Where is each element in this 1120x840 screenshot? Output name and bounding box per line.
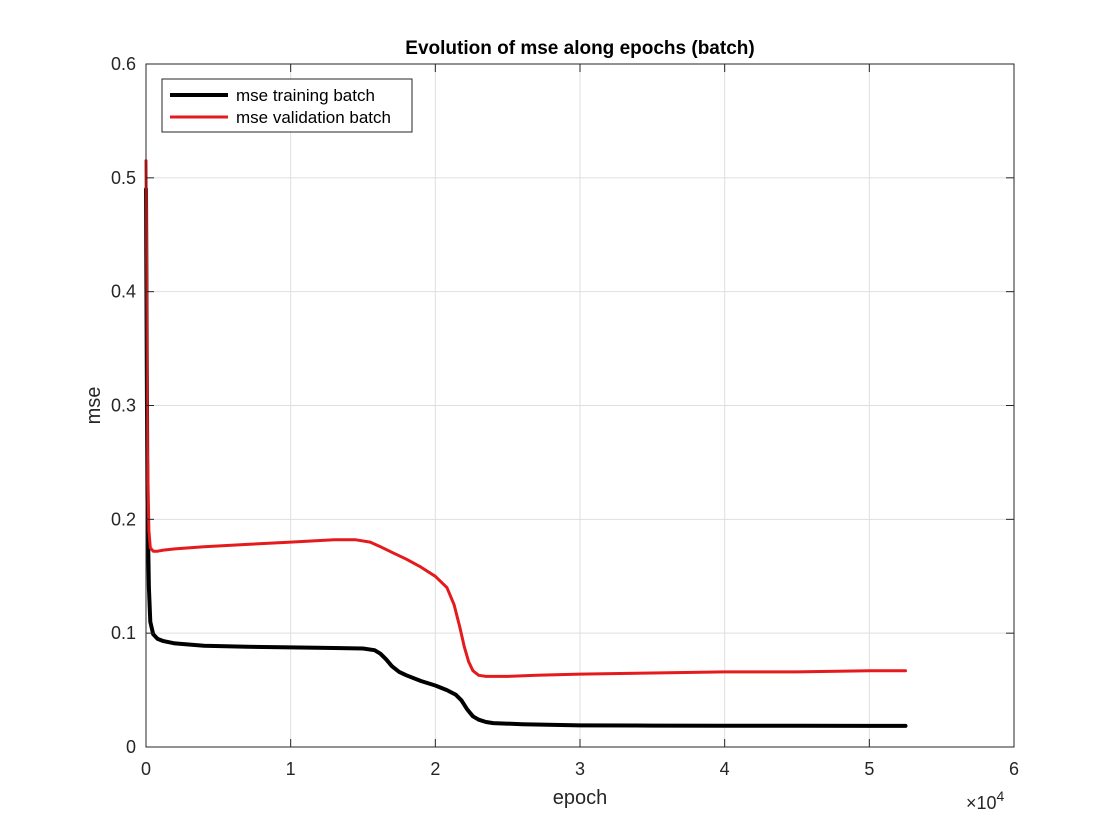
series-line-training (144, 187, 908, 728)
legend-label-training: mse training batch (236, 86, 375, 105)
x-axis-exponent-power: 4 (997, 788, 1005, 804)
x-axis-exponent: ×104 (966, 788, 1005, 813)
y-axis-title: mse (83, 387, 105, 425)
x-axis-exponent-base: ×10 (966, 793, 997, 813)
y-tick-label: 0.2 (111, 509, 136, 529)
x-tick-label: 0 (141, 759, 151, 779)
x-tick-label: 5 (864, 759, 874, 779)
legend: mse training batch mse validation batch (161, 78, 413, 133)
x-tick-label: 6 (1009, 759, 1019, 779)
series-layer (144, 159, 908, 728)
chart-title: Evolution of mse along epochs (batch) (405, 38, 754, 59)
x-tick-label: 4 (720, 759, 730, 779)
ticks: 0 1 2 3 4 5 6 0 0.1 0.2 0.3 0.4 0.5 0.6 (111, 54, 1019, 779)
x-tick-label: 2 (430, 759, 440, 779)
y-tick-label: 0.6 (111, 54, 136, 74)
y-tick-label: 0.1 (111, 623, 136, 643)
legend-label-validation: mse validation batch (236, 108, 391, 127)
y-tick-label: 0.4 (111, 282, 136, 302)
y-tick-label: 0.3 (111, 396, 136, 416)
grid (146, 64, 1014, 747)
x-tick-label: 3 (575, 759, 585, 779)
y-tick-label: 0 (126, 737, 136, 757)
x-axis-title: epoch (553, 787, 608, 809)
x-tick-label: 1 (286, 759, 296, 779)
series-line-validation (144, 159, 907, 678)
y-tick-label: 0.5 (111, 168, 136, 188)
legend-box (161, 78, 413, 133)
